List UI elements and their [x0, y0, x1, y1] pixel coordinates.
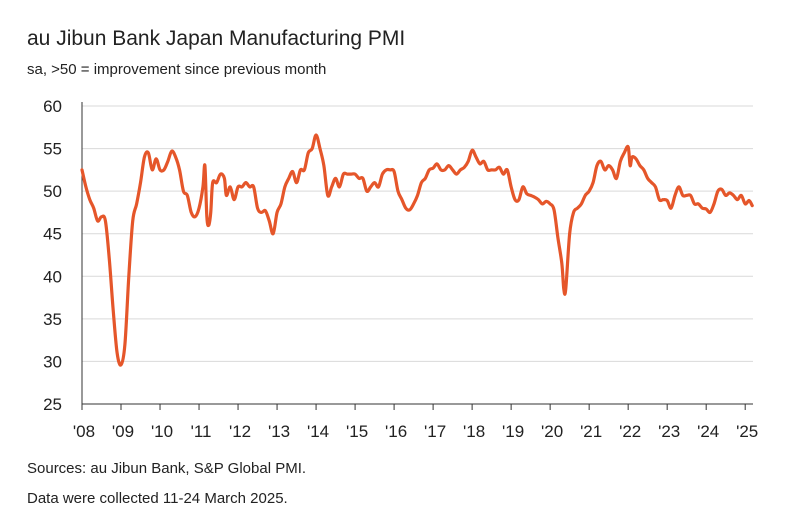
x-tick-label-16: '16 [385, 422, 407, 441]
y-tick-label-45: 45 [43, 225, 62, 244]
x-tick-label-15: '15 [346, 422, 368, 441]
series-line-pmi [80, 133, 754, 367]
x-tick-label-18: '18 [463, 422, 485, 441]
x-tick-label-19: '19 [502, 422, 524, 441]
x-tick-label-11: '11 [191, 422, 212, 441]
y-tick-label-30: 30 [43, 352, 62, 371]
y-tick-label-50: 50 [43, 182, 62, 201]
chart-subtitle: sa, >50 = improvement since previous mon… [27, 61, 327, 78]
chart-title: au Jibun Bank Japan Manufacturing PMI [27, 27, 406, 50]
y-tick-label-40: 40 [43, 267, 62, 286]
x-tick-label-09: '09 [112, 422, 134, 441]
x-tick-label-22: '22 [619, 422, 641, 441]
x-tick-label-13: '13 [268, 422, 290, 441]
sources-note: Sources: au Jibun Bank, S&P Global PMI. [27, 460, 307, 477]
x-tick-label-21: '21 [580, 422, 602, 441]
y-tick-label-55: 55 [43, 140, 62, 159]
x-tick-label-08: '08 [73, 422, 95, 441]
x-tick-label-23: '23 [658, 422, 680, 441]
y-tick-label-60: 60 [43, 97, 62, 116]
x-tick-label-10: '10 [151, 422, 173, 441]
y-tick-label-35: 35 [43, 310, 62, 329]
y-tick-label-25: 25 [43, 395, 62, 414]
x-tick-label-12: '12 [229, 422, 251, 441]
x-tick-label-20: '20 [541, 422, 563, 441]
collection-note: Data were collected 11-24 March 2025. [27, 490, 288, 507]
x-tick-label-25: '25 [736, 422, 758, 441]
x-tick-label-14: '14 [307, 422, 329, 441]
x-tick-label-17: '17 [424, 422, 446, 441]
x-tick-label-24: '24 [697, 422, 719, 441]
